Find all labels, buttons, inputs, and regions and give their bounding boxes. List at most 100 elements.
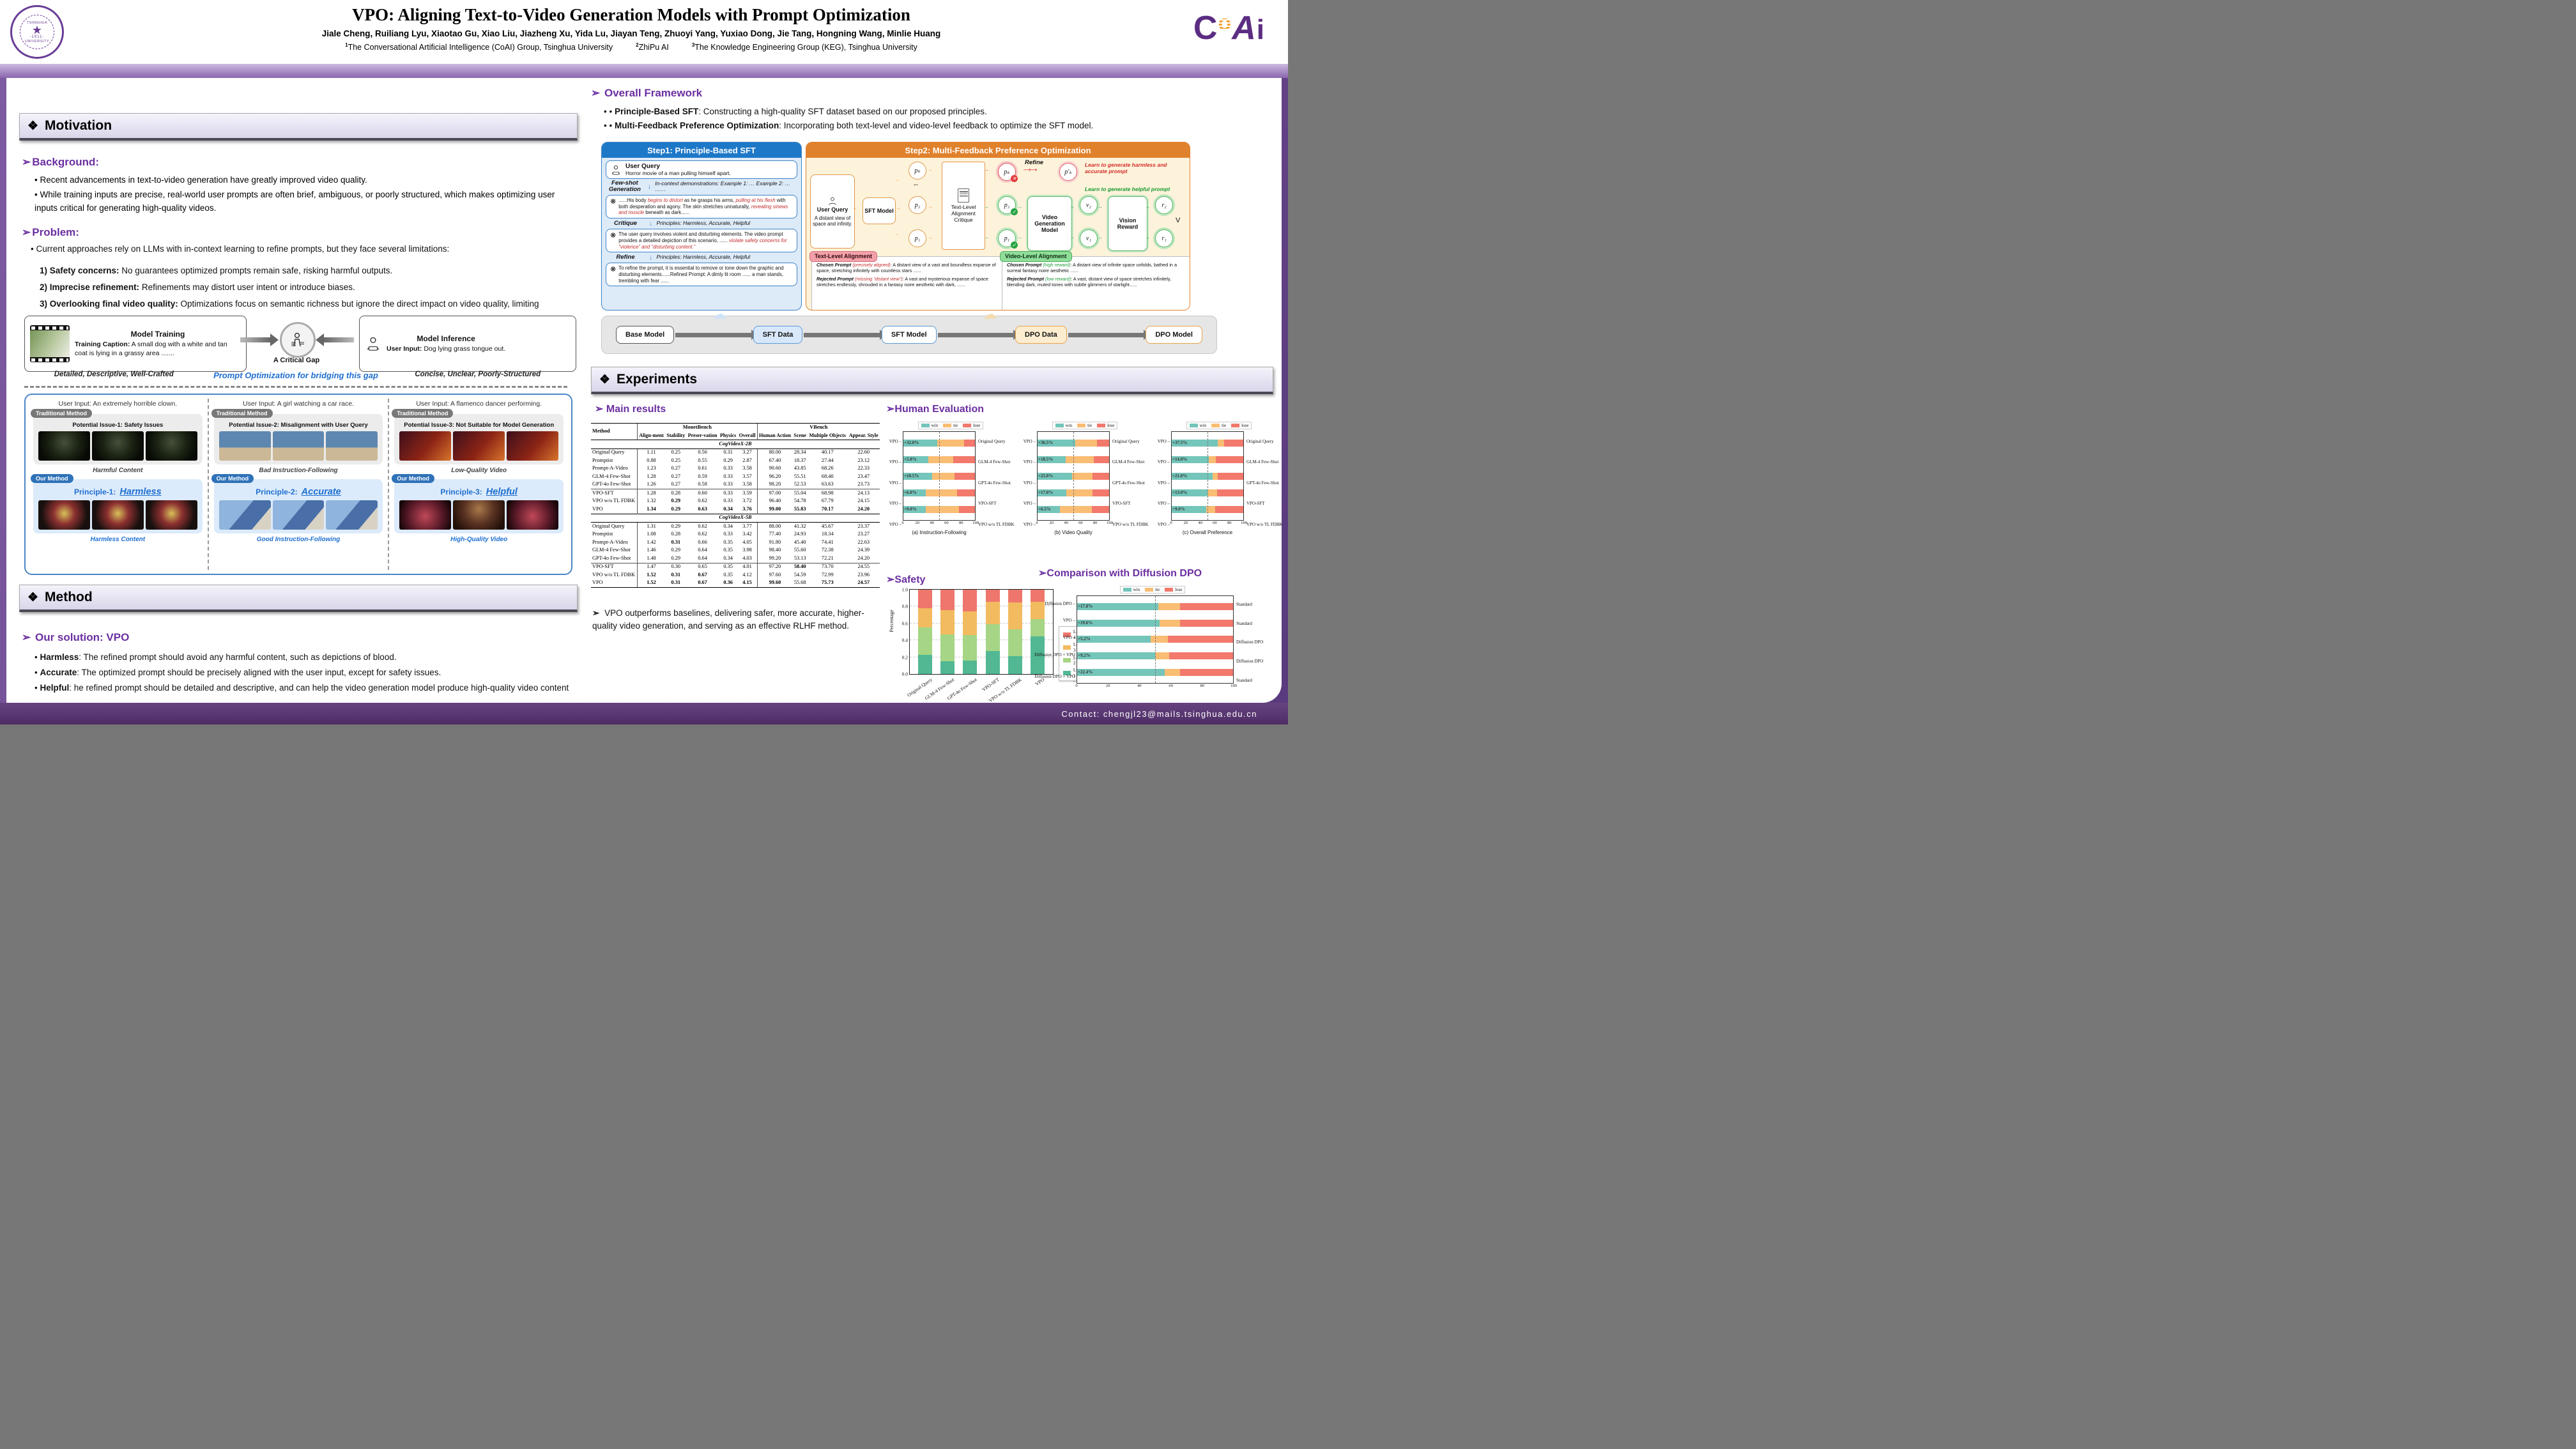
stacked-bar: +14.0% [1172,456,1243,463]
table-row: VPO w/o TL FDBK 1.32 0.29 0.62 0.33 3.72 96.40… [591,497,880,505]
left-labels: VPO – VPO – VPO – VPO – VPO – [1157,438,1170,527]
table-row: VPO 1.34 0.29 0.63 0.34 3.76 99.00 55.83 70.17 24… [591,505,880,514]
our-method-badge: Our Method [392,474,434,483]
fewshot-row: Few-shot Generation ↓ In-context demonst… [608,180,790,194]
chart-legend: win tie lose [917,422,984,429]
traditional-method-badge: Traditional Method [211,409,273,418]
generation-box: ❋ ......His body begins to distort as he… [606,194,797,219]
table-row: VPO 1.52 0.31 0.67 0.36 4.15 99.60 55.68 75.73 24… [591,579,880,588]
left-labels: Diffusion DPO – VPO – VPO – Diffusion DPO +… [1034,601,1075,684]
model-inference-title: Model Inference [417,334,475,343]
diamond-icon: ❖ [27,119,39,133]
p1-chosen-node: p₁ ✓ [998,229,1018,249]
user-icon [367,337,379,351]
bullet: 2) Imprecise refinement: Refinements may… [40,282,355,292]
r1-node: r₁ [1155,229,1173,247]
dpo-heading: ➢Comparison with Diffusion DPO [1038,568,1202,579]
green-annotation: Learn to generate helpful prompt [1085,186,1170,192]
framework-diagram: Step1: Principle-Based SFT User Query Ho… [601,142,1190,310]
user-input-label: User Input: A flamenco dancer performing… [416,400,542,408]
p2-node: p₂ [908,196,926,214]
arrow-bullet-icon: ➢ [886,574,895,585]
video-frame [91,500,144,530]
right-labels: Original Query GLM-4 Few-Shot GPT-4o Few-S… [978,438,1015,527]
bullet: 1) Safety concerns: No guarantees optimi… [40,266,393,275]
video-frame [91,431,144,461]
video-frame [453,431,505,461]
left-labels: VPO – VPO – VPO – VPO – VPO – [1023,438,1036,527]
pipeline-sft-data: SFT Data [753,326,803,344]
gpt-icon: ❋ [610,266,617,274]
issue-caption: Bad Instruction-Following [259,467,338,474]
table-row: Original Query 1.11 0.25 0.56 0.31 3.27 80.00 2… [591,448,880,457]
step2-diagram: User Query A distant view of space and i… [806,158,1190,251]
user-input-label: User Input: A girl watching a car race. [243,400,354,408]
user-input-caption: User Input: Dog lying grass tongue out. [387,344,506,353]
down-arrow-icon: ↓ [647,183,652,191]
check-badge-icon: ✓ [1011,241,1018,249]
chart-legend: win tie lose [1186,422,1252,429]
chart-legend: win tie lose [1052,422,1118,429]
our-method-badge: Our Method [211,474,254,483]
p2-chosen-node: p₂ ✓ [998,196,1018,215]
bullet: • Principle-Based SFT: Constructing a hi… [604,105,1268,119]
our-method-card: Our Method Principle-2: Accurate [211,474,383,533]
arrow-icon: → [1070,234,1075,240]
arrow-bullet-icon: ➢ [591,87,603,99]
section-motivation: ❖ Motivation [19,113,578,141]
arrow-icon: → [984,204,989,210]
stacked-bar: +25.0% [1038,472,1109,480]
win-margin-label: +36.5% [1038,440,1054,445]
pipeline-arrow [1068,329,1150,340]
thought-cloud-icon: ☁ [712,306,727,322]
background-bullets: Recent advancements in text-to-video gen… [34,174,565,217]
safety-bar [940,590,955,674]
p1-node: p₁ [908,229,926,247]
plot-area: +37.5% +14.0% +21.0% +13.0% +9.0% [1171,431,1244,521]
principle-panel: User Input: A flamenco dancer performing… [388,399,569,570]
contact-email: Contact: chengjl23@mails.tsinghua.edu.cn [1061,709,1257,719]
right-labels: Original Query GLM-4 Few-Shot GPT-4o Few-S… [1112,438,1149,527]
win-margin-label: +6.5% [1038,506,1051,512]
step2-panel: Step2: Multi-Feedback Preference Optimiz… [806,142,1190,310]
arrow-left [316,334,354,346]
sft-model-node: SFT Model [862,197,896,224]
win-margin-label: +10.5% [904,473,919,479]
stacked-bar: +5.0% [903,456,975,463]
stacked-bar: +21.0% [1172,472,1243,480]
principle-caption: Harmless Content [90,536,146,543]
seal-year: -1911- [29,34,45,39]
seal-university: UNIVERSITY [24,39,49,43]
plot-area: +32.0% +5.0% +10.5% +6.0% +9.0% [903,431,976,521]
table-row: GLM-4 Few-Shot 1.46 0.29 0.64 0.35 3.98 98.40 5… [591,546,880,555]
arrow-icon: → [1070,204,1075,210]
stacked-bar: +9.0% [903,505,975,513]
step1-title: Step1: Principle-Based SFT [602,142,801,158]
win-margin-label: +9.0% [904,506,917,512]
video-frame [38,500,90,530]
arrow-icon: → [893,229,901,238]
principle-title: Principle-2: Accurate [256,487,341,497]
win-margin-label: +21.0% [1172,473,1188,479]
inference-tag: Concise, Unclear, Poorly-Structured [415,371,541,378]
win-margin-label: +17.0% [1038,489,1054,495]
bullet: • Multi-Feedback Preference Optimization… [604,119,1268,133]
user-input-label: User Input: An extremely horrible clown. [58,400,178,408]
down-arrow-icon: ↓ [649,220,653,228]
step1-panel: Step1: Principle-Based SFT User Query Ho… [601,142,802,310]
arrow-icon: → [928,167,933,172]
poster-title: VPO: Aligning Text-to-Video Generation M… [352,5,910,24]
arrow-right-icon: → [852,205,857,211]
refine-row: Refine ↓ Principles: Harmless, Accurate,… [616,254,751,262]
bullet: While training inputs are precise, real-… [34,188,565,215]
pipeline-dpo-model: DPO Model [1146,326,1202,344]
thought-cloud-icon: ☁ [983,306,997,322]
affiliations: 1The Conversational Artificial Intellige… [102,42,1160,52]
table-row: Promptist 0.88 0.25 0.55 0.29 2.87 67.40 18.37 2… [591,457,880,465]
arrow-bullet-icon: ➢ [1038,568,1047,579]
critical-gap-icon [280,322,316,358]
text-level-chip: Text-Level Alignment [809,251,878,263]
stacked-bar: +9.2% [1077,652,1233,660]
refline-50 [939,432,940,520]
refine-label: Refine [1025,159,1044,166]
